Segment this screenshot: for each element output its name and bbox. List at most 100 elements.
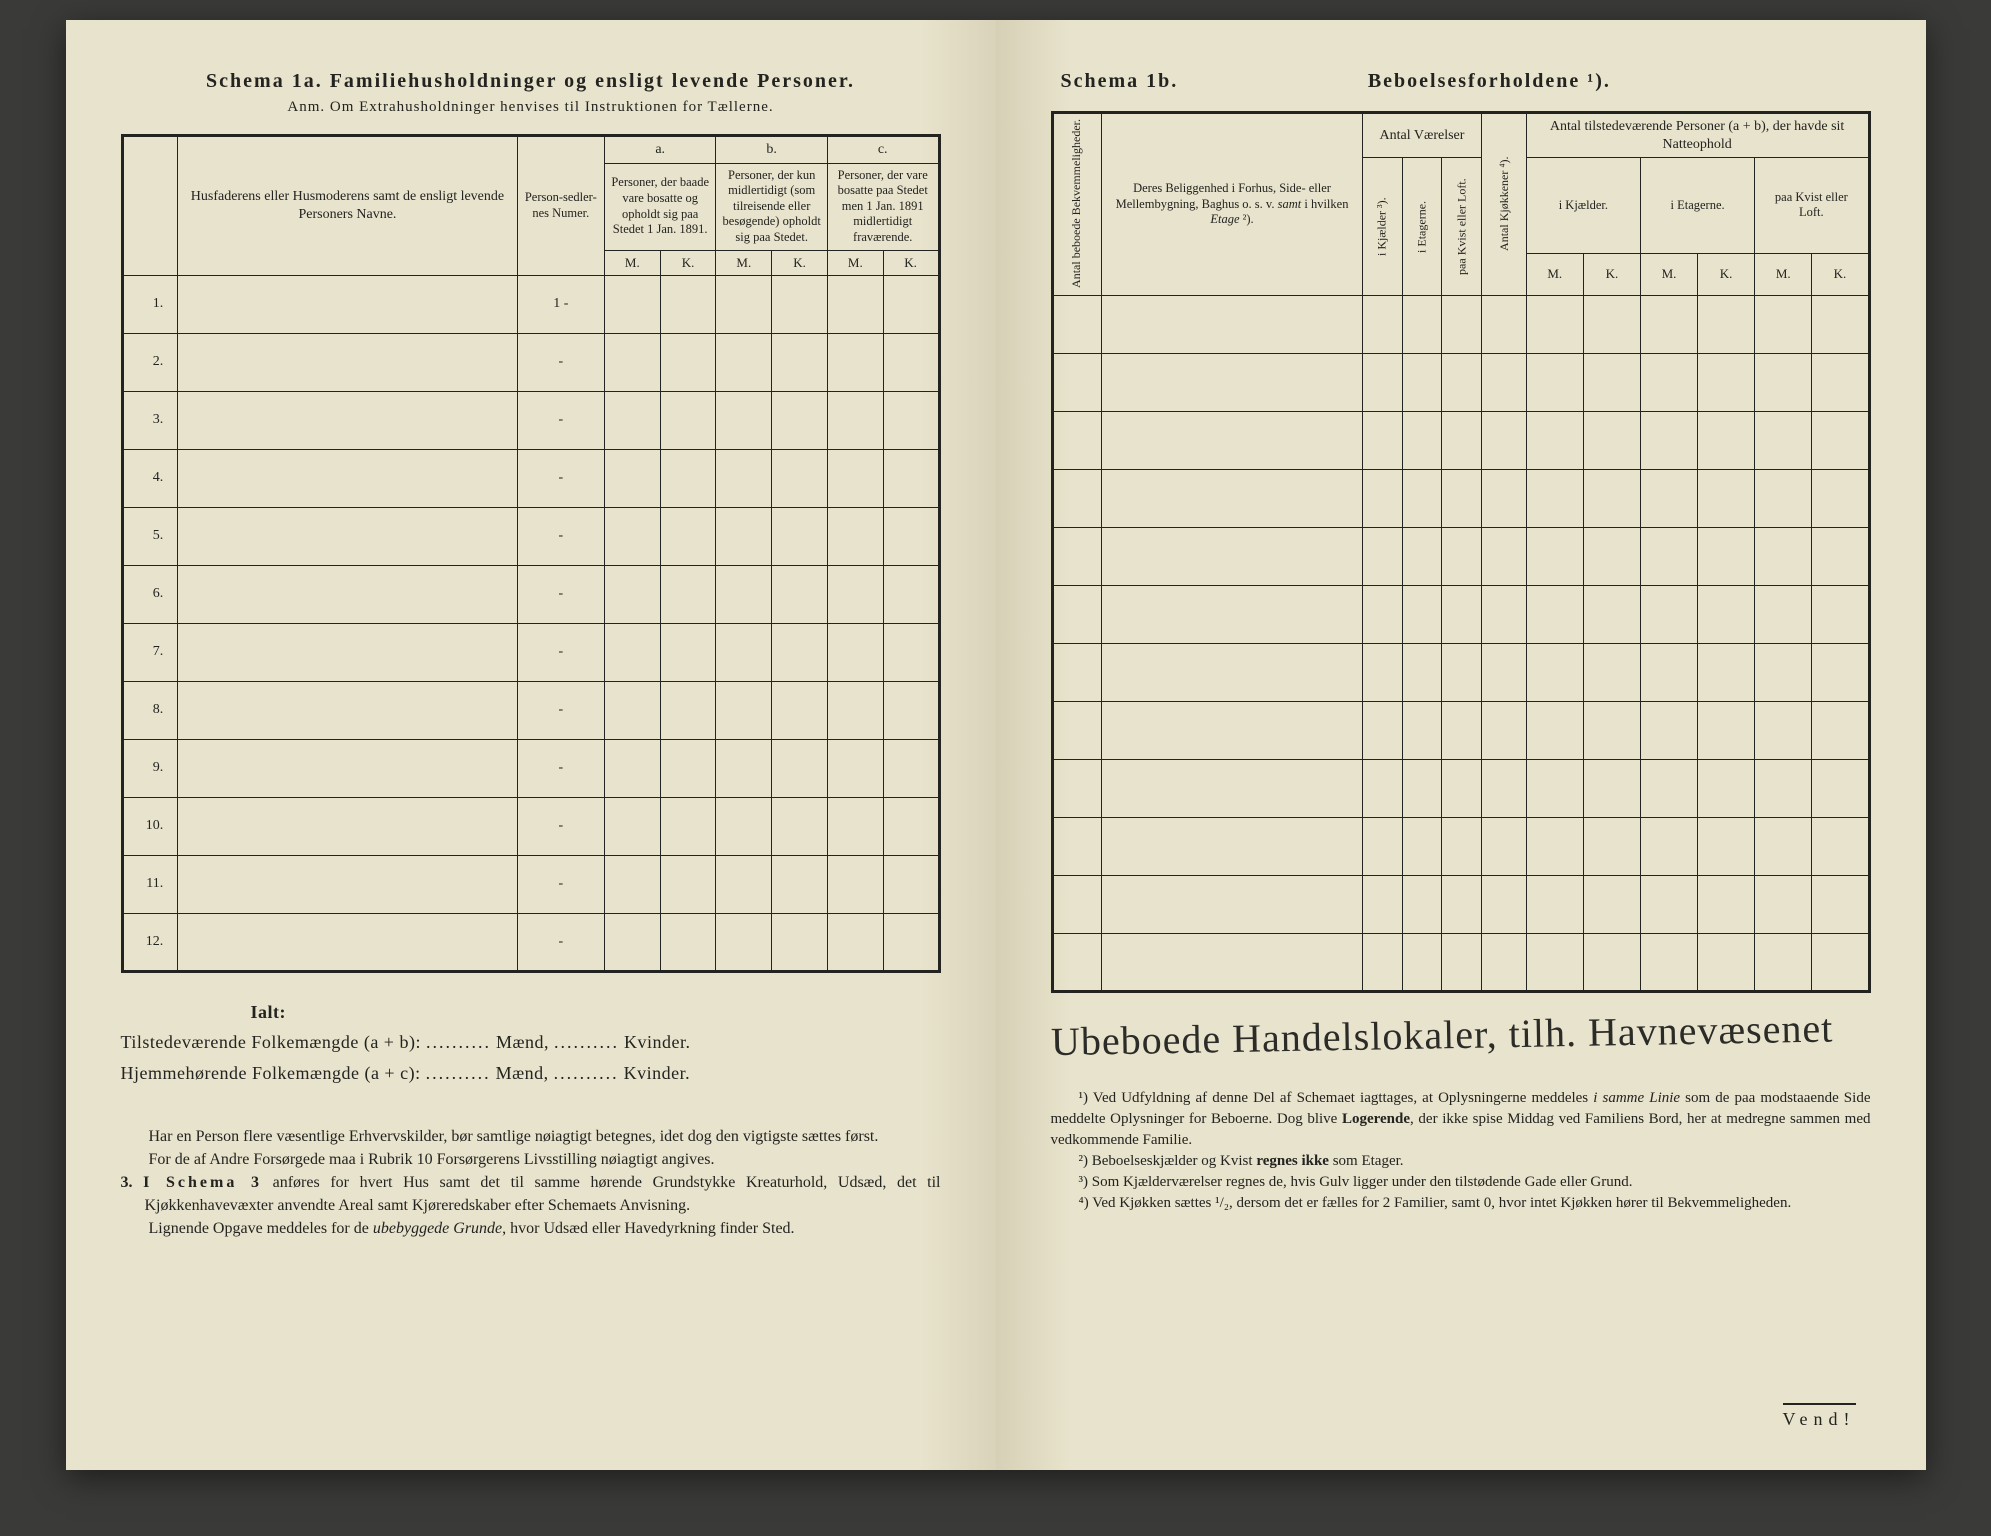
row-number: 1. xyxy=(122,275,178,333)
cell xyxy=(716,797,772,855)
sub-kjaelder: i Kjælder. xyxy=(1526,158,1640,254)
mk-b-m: M. xyxy=(716,250,772,275)
cell xyxy=(1482,759,1527,817)
cell xyxy=(1812,817,1869,875)
left-notes: Har en Person flere væsentlige Erhvervsk… xyxy=(121,1125,941,1241)
cell xyxy=(1755,353,1812,411)
cell xyxy=(1526,701,1583,759)
cell xyxy=(1526,469,1583,527)
row-number: 2. xyxy=(122,333,178,391)
cell xyxy=(1640,817,1697,875)
cell xyxy=(1583,527,1640,585)
cell xyxy=(1362,643,1402,701)
cell xyxy=(604,507,660,565)
col-names-header: Husfaderens eller Husmoderens samt de en… xyxy=(178,136,517,276)
cell xyxy=(604,855,660,913)
cell xyxy=(772,275,828,333)
fn1: ¹) Ved Udfyldning af denne Del af Schema… xyxy=(1051,1088,1871,1151)
cell xyxy=(716,913,772,971)
cell xyxy=(827,565,883,623)
cell xyxy=(772,333,828,391)
cell xyxy=(1052,817,1102,875)
row-number: 5. xyxy=(122,507,178,565)
cell xyxy=(883,739,939,797)
cell xyxy=(772,797,828,855)
cell xyxy=(827,333,883,391)
cell xyxy=(1640,527,1697,585)
cell xyxy=(1052,585,1102,643)
name-cell xyxy=(178,449,517,507)
cell xyxy=(1812,585,1869,643)
numer-cell: - xyxy=(517,623,604,681)
table-row xyxy=(1052,469,1869,527)
cell xyxy=(1698,527,1755,585)
fn2: ²) Beboelseskjælder og Kvist regnes ikke… xyxy=(1051,1151,1871,1172)
cell xyxy=(772,681,828,739)
note-p3: 3. I Schema 3 I Schema 3 anføres for hve… xyxy=(121,1171,941,1217)
cell xyxy=(660,913,716,971)
cell xyxy=(1102,701,1363,759)
cell xyxy=(1102,875,1363,933)
mk-c-k: K. xyxy=(883,250,939,275)
fn4: ⁴) Ved Kjøkken sættes ¹/₂, dersom det er… xyxy=(1051,1193,1871,1214)
cell xyxy=(1442,353,1482,411)
table-row xyxy=(1052,411,1869,469)
kj-k: K. xyxy=(1583,253,1640,295)
cell xyxy=(660,449,716,507)
cell xyxy=(1583,875,1640,933)
et-k: K. xyxy=(1698,253,1755,295)
numer-cell: - xyxy=(517,565,604,623)
cell xyxy=(772,623,828,681)
cell xyxy=(660,333,716,391)
cell xyxy=(1362,933,1402,991)
name-cell xyxy=(178,391,517,449)
row-number: 10. xyxy=(122,797,178,855)
cell xyxy=(1052,875,1102,933)
cell xyxy=(1755,875,1812,933)
table-row: 8.- xyxy=(122,681,939,739)
cell xyxy=(1583,933,1640,991)
cell xyxy=(1482,933,1527,991)
cell xyxy=(883,681,939,739)
cell xyxy=(660,275,716,333)
cell xyxy=(1442,933,1482,991)
numer-cell: - xyxy=(517,391,604,449)
cell xyxy=(716,275,772,333)
cell xyxy=(772,855,828,913)
cell xyxy=(1526,353,1583,411)
cell xyxy=(1402,817,1442,875)
cell xyxy=(1755,469,1812,527)
cell xyxy=(1698,411,1755,469)
cell xyxy=(1755,817,1812,875)
note-p4: Lignende Opgave meddeles for de ubebygge… xyxy=(121,1217,941,1240)
table-row: 12.- xyxy=(122,913,939,971)
cell xyxy=(1052,643,1102,701)
cell xyxy=(1102,353,1363,411)
mk-c-m: M. xyxy=(827,250,883,275)
cell xyxy=(827,623,883,681)
cell xyxy=(883,391,939,449)
hjemme-line: Hjemmehørende Folkemængde (a + c): .....… xyxy=(121,1058,941,1089)
cell xyxy=(1698,817,1755,875)
table-row xyxy=(1052,875,1869,933)
cell xyxy=(716,565,772,623)
name-cell xyxy=(178,275,517,333)
cell xyxy=(1442,643,1482,701)
cell xyxy=(883,797,939,855)
cell xyxy=(1755,585,1812,643)
cell xyxy=(1583,585,1640,643)
cell xyxy=(827,913,883,971)
table-row xyxy=(1052,353,1869,411)
schema-1a-subtitle: Anm. Om Extrahusholdninger henvises til … xyxy=(121,99,941,116)
ialt-label: Ialt: xyxy=(121,997,941,1028)
desc-a: Personer, der baade vare bosatte og opho… xyxy=(604,163,716,250)
cell xyxy=(1698,295,1755,353)
cell xyxy=(1526,295,1583,353)
cell xyxy=(1812,875,1869,933)
numer-cell: 1 - xyxy=(517,275,604,333)
cell xyxy=(772,391,828,449)
table-row: 5.- xyxy=(122,507,939,565)
cell xyxy=(1698,353,1755,411)
cell xyxy=(1482,701,1527,759)
name-cell xyxy=(178,797,517,855)
